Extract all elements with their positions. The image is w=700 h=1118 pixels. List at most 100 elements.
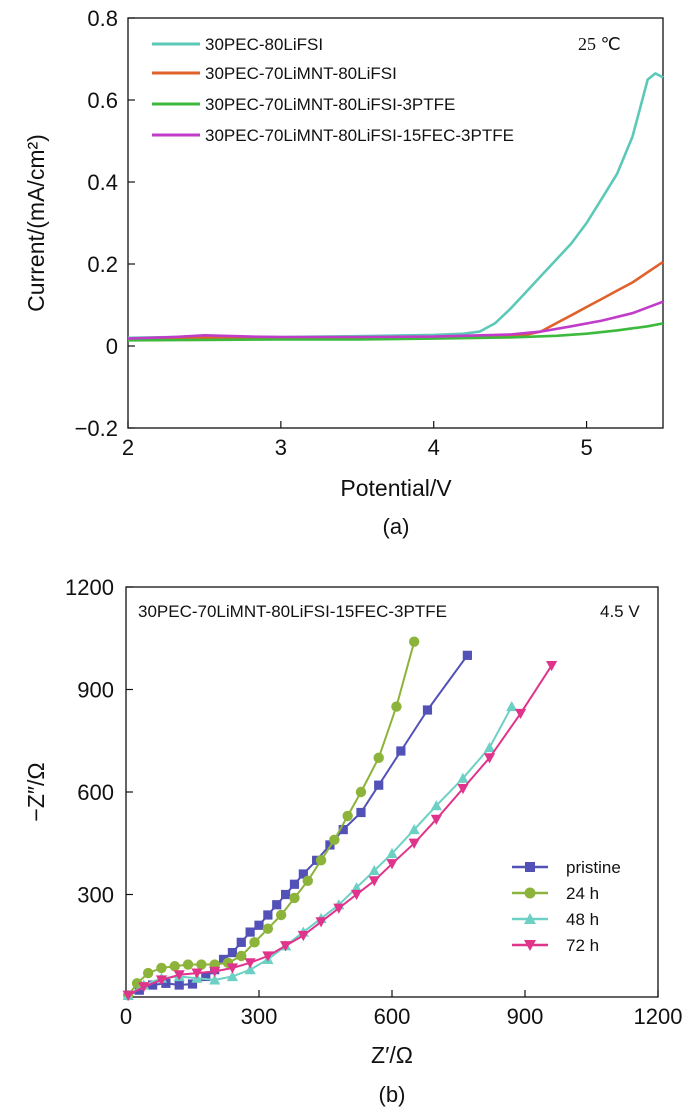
data-point-b-0: [462, 650, 472, 660]
x-tick-label-a: 2: [122, 435, 134, 460]
y-ticks-a: −0.2 0 0.2 0.4 0.6 0.8: [75, 6, 135, 441]
data-point-b-1: [142, 967, 154, 979]
y-tick-label-a: 0.4: [87, 170, 118, 195]
legend-b: pristine 24 h 48 h 72 h: [512, 858, 621, 955]
legend-label-b-2: 48 h: [566, 910, 599, 929]
x-tick-label-b: 1200: [634, 1004, 683, 1029]
legend-label-a-2: 30PEC-70LiMNT-80LiFSI-3PTFE: [205, 95, 455, 114]
data-point-b-3: [430, 814, 442, 825]
y-axis-label-b: −Z″/Ω: [23, 762, 49, 821]
data-point-b-0: [298, 869, 308, 879]
data-point-b-3: [262, 951, 274, 962]
legend-label-a-0: 30PEC-80LiFSI: [205, 35, 323, 54]
data-point-b-1: [169, 961, 180, 972]
panel-b: 300 600 900 1200 0 300 600 900 1200 30PEC-70LiM…: [23, 575, 682, 1107]
series-line-b-3: [127, 665, 553, 997]
data-point-b-1: [182, 959, 194, 970]
data-point-b-2: [457, 772, 469, 783]
x-tick-label-b: 900: [507, 1004, 544, 1029]
x-axis-label-b: Z′/Ω: [371, 1042, 413, 1068]
data-point-b-1: [249, 937, 260, 948]
data-point-b-0: [218, 954, 229, 965]
series-line-a-3: [127, 300, 664, 340]
data-point-b-1: [236, 950, 247, 962]
data-point-b-0: [338, 824, 348, 835]
data-point-b-1: [329, 834, 340, 846]
data-point-b-1: [156, 962, 167, 974]
data-point-b-3: [483, 753, 496, 764]
data-point-b-3: [191, 968, 203, 979]
x-tick-label-a: 3: [275, 435, 287, 460]
data-point-b-0: [227, 947, 237, 958]
series-line-b-1: [127, 641, 416, 996]
data-point-b-0: [174, 980, 184, 990]
plot-frame-a: [127, 17, 664, 429]
x-axis-label-a: Potential/V: [340, 475, 452, 501]
legend-a: 30PEC-80LiFSI 30PEC-70LiMNT-80LiFSI 30PE…: [152, 35, 514, 145]
data-point-b-3: [368, 876, 380, 887]
data-point-b-0: [374, 780, 384, 790]
series-line-a-1: [127, 260, 664, 341]
data-point-b-2: [209, 974, 221, 985]
y-tick-label-b: 300: [77, 883, 114, 908]
data-point-b-3: [408, 838, 420, 849]
data-point-b-0: [289, 879, 300, 889]
data-point-b-1: [302, 875, 313, 887]
y-tick-label-b: 1200: [65, 575, 114, 600]
y-tick-label-b: 600: [77, 780, 114, 805]
data-point-b-0: [148, 980, 158, 990]
y-ticks-b: 300 600 900 1200: [65, 575, 133, 908]
data-point-b-3: [350, 889, 363, 901]
data-point-b-1: [391, 701, 402, 712]
data-point-b-1: [373, 752, 384, 764]
data-point-b-3: [122, 990, 134, 1001]
data-point-b-1: [342, 810, 353, 822]
data-point-b-3: [333, 903, 345, 914]
x-tick-label-b: 0: [120, 1004, 132, 1029]
data-point-b-1: [196, 959, 207, 970]
y-tick-label-a: 0: [106, 334, 118, 359]
data-point-b-0: [356, 807, 366, 818]
x-ticks-a: 2 3 4 5: [122, 421, 593, 460]
data-point-b-3: [546, 660, 558, 672]
data-point-b-3: [226, 963, 238, 974]
data-point-b-2: [506, 700, 518, 712]
legend-label-b-3: 72 h: [566, 936, 599, 955]
data-point-b-2: [483, 741, 496, 753]
y-tick-label-b: 900: [77, 678, 114, 703]
data-point-b-3: [386, 859, 398, 870]
data-point-b-0: [281, 889, 291, 900]
sample-title-b: 30PEC-70LiMNT-80LiFSI-15FEC-3PTFE: [138, 602, 447, 621]
data-point-b-3: [244, 958, 256, 969]
y-tick-label-a: 0.6: [87, 88, 118, 113]
data-point-b-0: [187, 979, 198, 989]
data-point-b-2: [244, 964, 256, 975]
legend-label-a-1: 30PEC-70LiMNT-80LiFSI: [205, 64, 397, 83]
data-point-b-0: [263, 910, 273, 920]
legend-label-b-0: pristine: [566, 858, 621, 877]
data-point-b-2: [386, 847, 398, 859]
data-point-b-2: [408, 823, 420, 835]
y-tick-label-a: 0.8: [87, 6, 118, 31]
data-point-b-3: [297, 930, 309, 942]
legend-marker-b-0: [525, 862, 535, 872]
voltage-annotation: 4.5 V: [600, 602, 640, 621]
data-point-b-2: [368, 864, 380, 876]
panel-a: −0.2 0 0.2 0.4 0.6 0.8 2 3 4 5 30PEC-80LiFSI 30P…: [23, 6, 664, 539]
data-point-b-0: [161, 978, 171, 988]
data-point-b-3: [209, 966, 221, 977]
data-point-b-3: [155, 975, 168, 986]
data-point-b-0: [236, 937, 246, 947]
legend-label-b-1: 24 h: [566, 884, 599, 903]
data-point-b-1: [262, 923, 274, 934]
legend-marker-b-3: [524, 940, 536, 951]
data-point-b-3: [173, 970, 185, 981]
data-point-b-0: [272, 900, 282, 910]
data-point-b-2: [430, 800, 442, 811]
series-lines-a: [127, 72, 664, 342]
y-tick-label-a: 0.2: [87, 252, 118, 277]
data-point-b-1: [131, 978, 143, 989]
data-point-b-3: [280, 941, 292, 952]
x-tick-label-a: 4: [428, 435, 440, 460]
